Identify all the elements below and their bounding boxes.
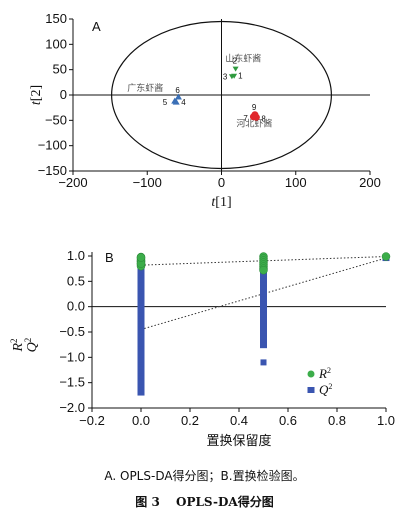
b-q2-point: [137, 389, 145, 396]
panel-b-permutation-plot: −0.2 0.0 0.2 0.4 0.6 0.8 1.0 1.0 0.5 0.0 −0.5 −1.0 −…: [9, 248, 395, 449]
a-point-label: 5: [163, 98, 168, 107]
b-r2-point: [136, 253, 146, 262]
a-point-label: 9: [252, 103, 257, 112]
a-x-tick-label: 100: [285, 175, 307, 190]
a-y-tick-label: −50: [45, 112, 67, 127]
b-x-axis-title: 置换保留度: [206, 433, 271, 449]
a-x-tick-label: −200: [58, 175, 87, 190]
b-y-tick-label: −1.0: [59, 349, 85, 364]
b-panel-label: B: [105, 250, 114, 265]
a-y-tick-label: −150: [38, 163, 67, 178]
a-data-point: [174, 93, 182, 100]
b-legend-q2-label: Q2: [319, 382, 332, 397]
a-x-tick-label: 200: [359, 175, 381, 190]
b-x-tick-label: −0.2: [79, 413, 105, 428]
b-y-tick-label: 0.0: [67, 299, 85, 314]
b-y-axis-title-q: Q2: [23, 338, 40, 353]
b-x-tick-label: 0.0: [132, 413, 150, 428]
figure-caption-note: A. OPLS-DA得分图；B.置换检验图。: [104, 469, 305, 483]
a-point-label: 6: [175, 86, 180, 95]
a-point-label: 7: [243, 114, 248, 123]
b-y-tick-label: −2.0: [59, 400, 85, 415]
a-panel-label: A: [92, 19, 101, 34]
a-y-tick-label: 100: [45, 36, 67, 51]
b-y-axis-title-r: R2: [9, 338, 26, 352]
a-group-label: 山东虾酱: [225, 53, 261, 65]
a-x-tick-label: −100: [133, 175, 162, 190]
a-y-tick-label: 50: [53, 62, 67, 77]
a-y-tick-label: −100: [38, 138, 67, 153]
a-point-label: 1: [238, 72, 243, 81]
b-x-tick-label: 0.6: [279, 413, 297, 428]
b-legend-r2-label: R2: [318, 366, 331, 381]
figure-title: OPLS-DA得分图: [176, 495, 274, 509]
b-x-tick-label: 1.0: [377, 413, 395, 428]
b-regression-line: [140, 257, 387, 330]
panel-a-score-plot: −200 −100 0 100 200 150 100 50 0 −50 −100 −150 t[1] t…: [29, 11, 381, 210]
b-q2-point: [260, 342, 267, 349]
a-data-point: [251, 111, 259, 119]
a-data-point: [171, 97, 179, 104]
b-q2-point: [260, 359, 267, 366]
b-legend-r2-marker: [307, 370, 315, 378]
b-y-tick-label: 1.0: [67, 248, 85, 263]
a-point-label: 2: [233, 57, 238, 66]
a-point-label: 4: [181, 98, 186, 107]
a-y-tick-label: 0: [60, 87, 67, 102]
a-x-axis-title: t[1]: [211, 195, 231, 210]
b-y-tick-label: −0.5: [59, 324, 85, 339]
a-point-label: 8: [261, 114, 266, 123]
a-y-axis-title: t[2]: [29, 85, 44, 105]
figure-caption-title: 图 3 OPLS-DA得分图: [0, 493, 409, 510]
b-x-tick-label: 0.8: [328, 413, 346, 428]
b-legend-q2-marker: [307, 387, 315, 393]
a-x-tick-label: 0: [218, 175, 225, 190]
a-data-point: [232, 66, 239, 72]
a-group-label: 广东虾酱: [127, 82, 163, 94]
a-data-point: [228, 74, 235, 80]
b-y-tick-label: −1.5: [59, 375, 85, 390]
figure-number: 图 3: [135, 495, 160, 509]
b-x-tick-label: 0.4: [230, 413, 248, 428]
b-r2-point: [259, 265, 268, 275]
a-y-tick-label: 150: [45, 11, 67, 26]
a-point-label: 3: [223, 72, 228, 81]
b-y-tick-label: 0.5: [67, 273, 85, 288]
b-r2-point: [381, 252, 391, 261]
a-group-label: 河北虾酱: [236, 117, 272, 129]
b-x-tick-label: 0.2: [181, 413, 199, 428]
a-confidence-ellipse: [111, 20, 332, 170]
